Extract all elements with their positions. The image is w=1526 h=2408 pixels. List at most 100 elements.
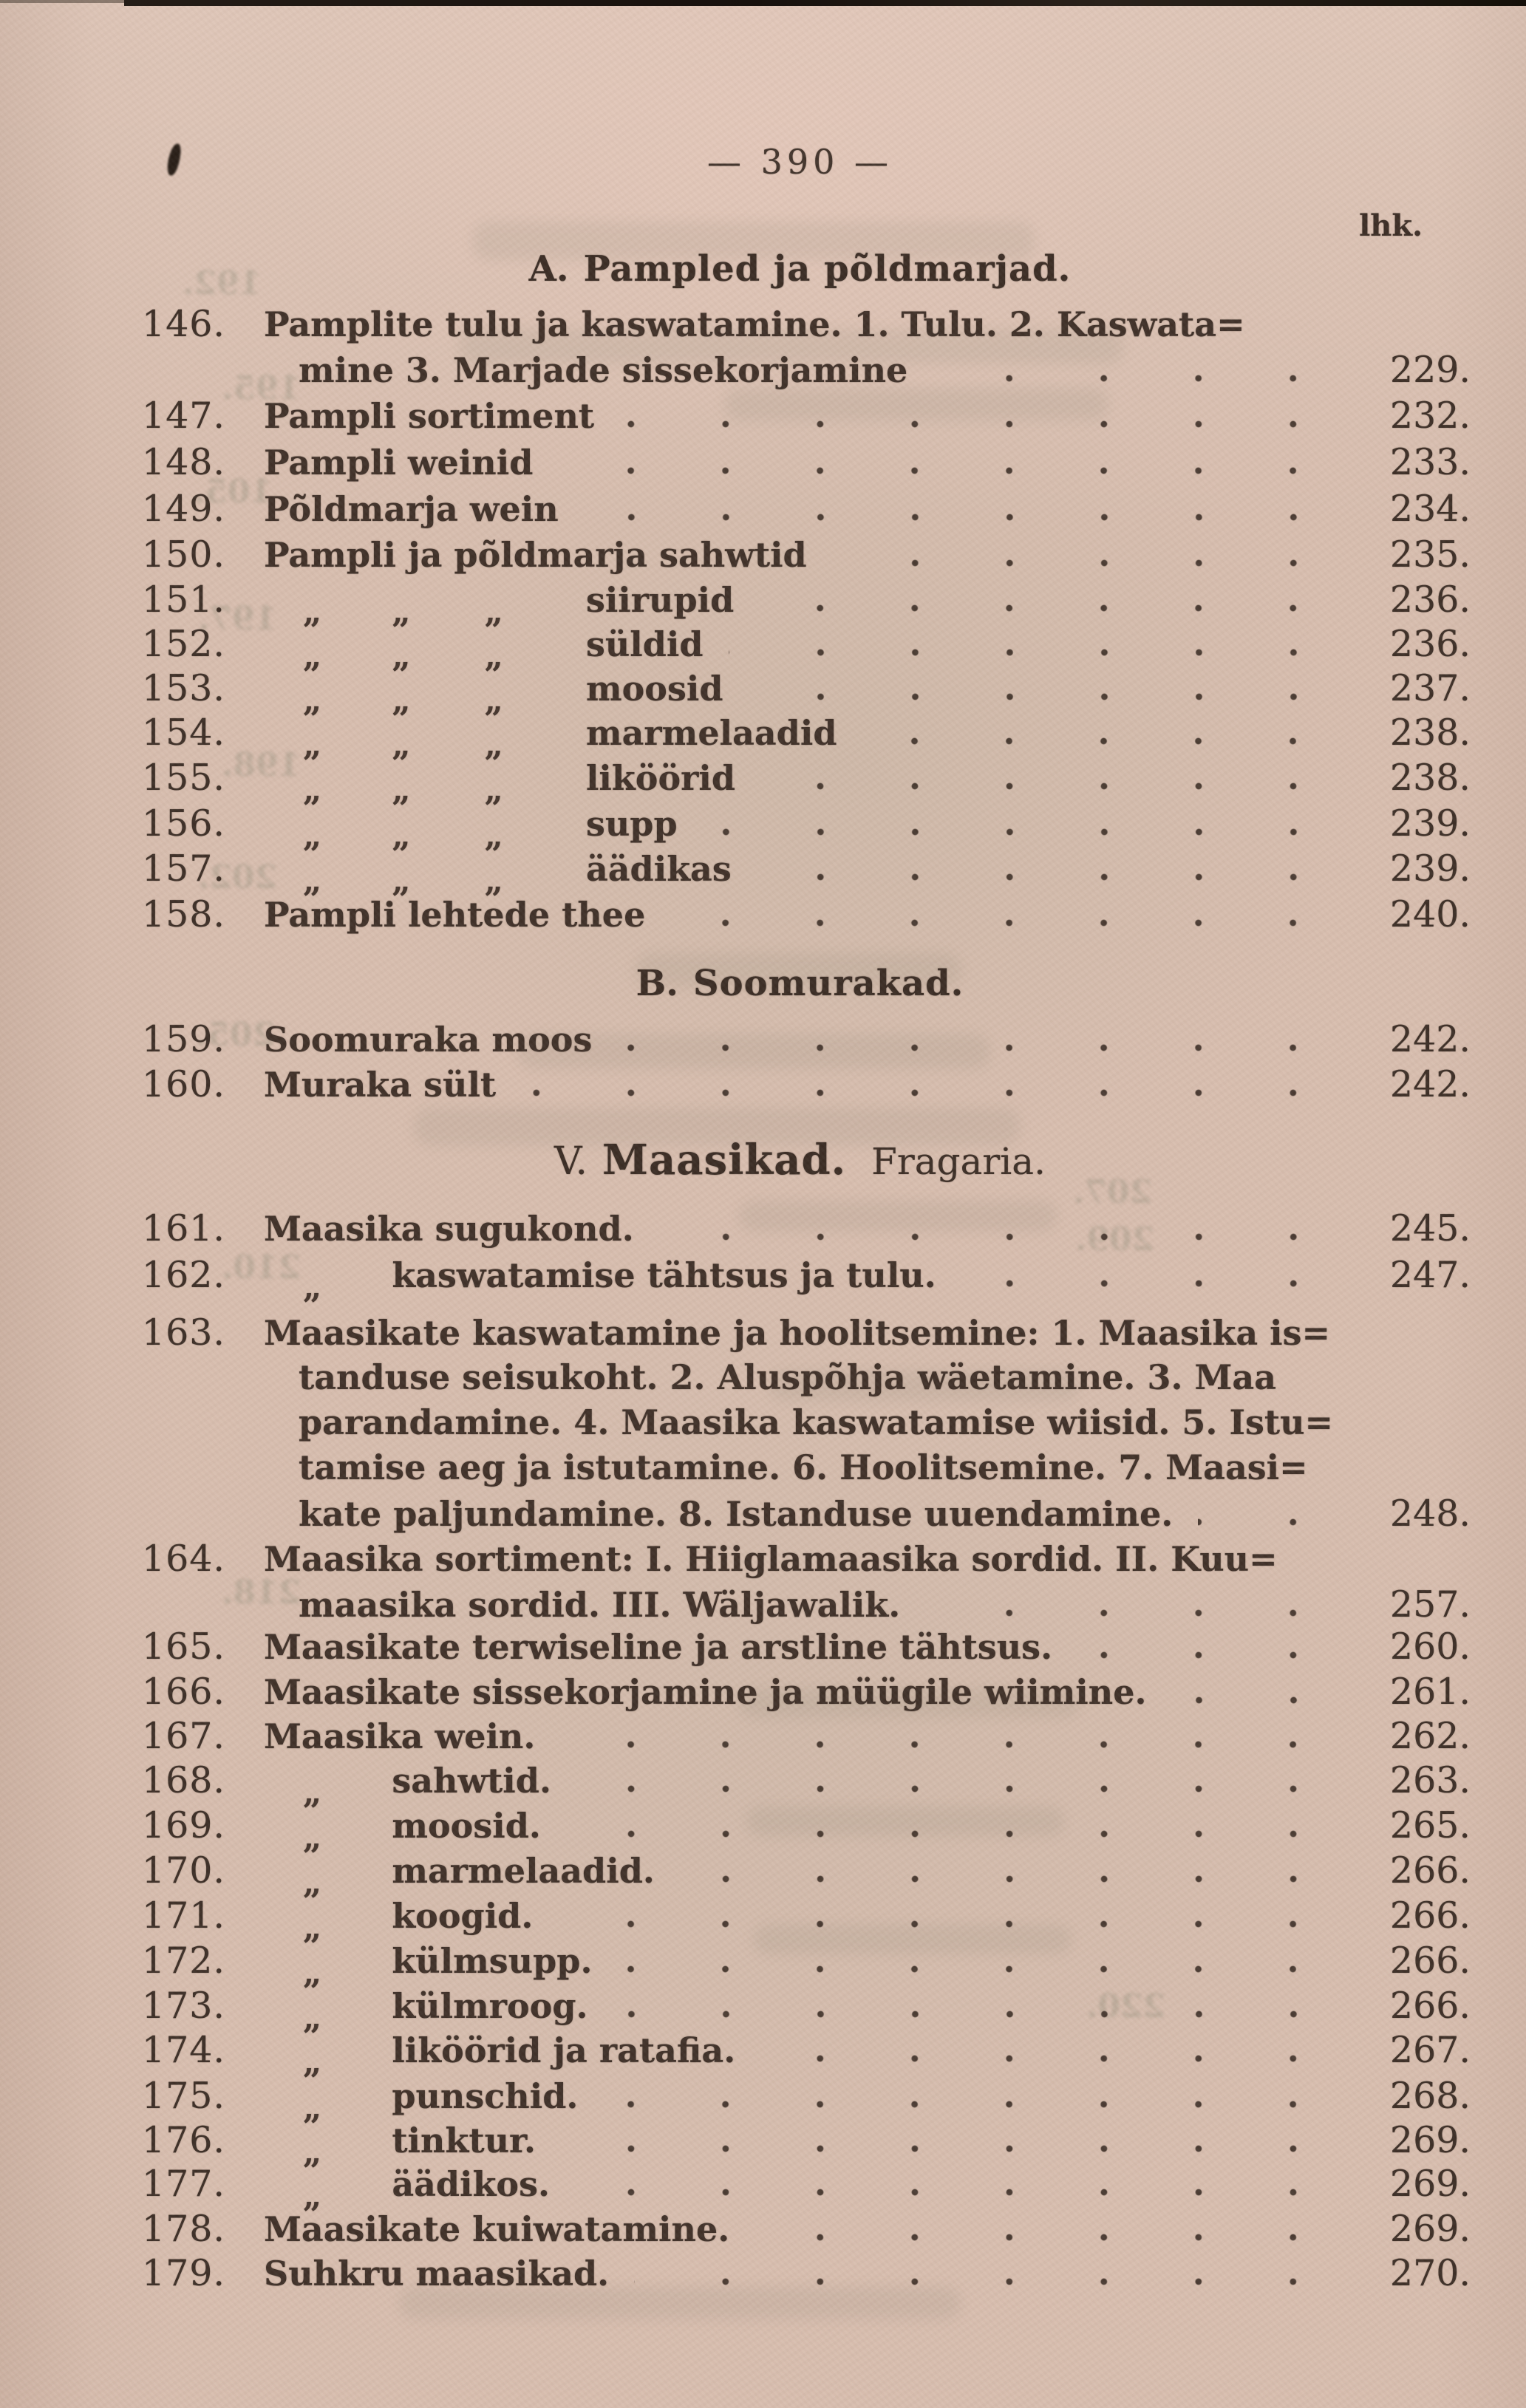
entry-text: sahwtid. bbox=[392, 1761, 551, 1801]
toc-line: 155. „ „ „ liköörid 238. bbox=[129, 757, 1471, 809]
entry-number: 158. bbox=[141, 893, 225, 935]
entry-page-number: 257. bbox=[1389, 1583, 1471, 1626]
toc-line: 178. Maasikate kuiwatamine. 269. bbox=[129, 2208, 1471, 2252]
entry-page-number: 236. bbox=[1389, 623, 1471, 665]
entry-text: süldid bbox=[585, 624, 704, 664]
section-heading: A. Pampled ja põldmarjad. bbox=[129, 248, 1471, 293]
ditto-mark: „ bbox=[303, 593, 322, 631]
entry-text: Pampli sortiment bbox=[264, 396, 595, 436]
toc-line: 172. „ külmsupp. 266. bbox=[129, 1940, 1471, 1992]
entry-text: koogid. bbox=[392, 1896, 534, 1936]
entry-text: Pampli lehtede thee bbox=[264, 895, 646, 935]
ditto-mark: „ bbox=[303, 771, 322, 809]
dot-leader bbox=[658, 1232, 1341, 1241]
toc-line: 158. Pampli lehtede thee 240. bbox=[129, 893, 1471, 938]
entry-number: 172. bbox=[141, 1940, 225, 1982]
entry-text: tamise aeg ja istutamine. 6. Hoolitsemin… bbox=[299, 1447, 1308, 1487]
page-column-label: lhk. bbox=[1359, 208, 1423, 243]
dot-leader bbox=[760, 782, 1341, 791]
ditto-mark: „ bbox=[392, 726, 411, 764]
entry-number: 159. bbox=[141, 1018, 225, 1060]
ditto-mark: „ bbox=[303, 1954, 322, 1992]
dot-leader bbox=[933, 374, 1341, 383]
entry-number: 160. bbox=[141, 1063, 225, 1105]
entry-text: marmelaadid bbox=[585, 713, 837, 753]
bleedthrough-smudge bbox=[458, 329, 1123, 364]
scan-edge-left bbox=[0, 0, 124, 3]
ditto-mark: „ bbox=[303, 1774, 322, 1812]
bleedthrough-smudge bbox=[739, 1688, 1079, 1718]
entry-number: 153. bbox=[141, 667, 225, 709]
entry-page-number: 238. bbox=[1389, 712, 1471, 754]
toc-line: 174. „ liköörid ja ratafia. 267. bbox=[129, 2029, 1471, 2081]
dot-leader bbox=[760, 2054, 1341, 2063]
entry-text: Muraka sült bbox=[264, 1065, 497, 1105]
entry-number: 165. bbox=[141, 1626, 225, 1668]
ditto-mark: „ bbox=[303, 1999, 322, 2037]
entry-number: 171. bbox=[141, 1894, 225, 1937]
entry-text: Pampli weinid bbox=[264, 443, 534, 482]
dot-leader bbox=[755, 2233, 1341, 2242]
entry-number: 163. bbox=[141, 1312, 225, 1354]
entry-page-number: 239. bbox=[1389, 802, 1471, 845]
entry-text: Maasikate sissekorjamine ja müügile wiim… bbox=[264, 1672, 1147, 1712]
section-letter: A. bbox=[528, 248, 569, 290]
entry-text: äädikas bbox=[585, 849, 732, 889]
toc-line: 167. Maasika wein. 262. bbox=[129, 1715, 1471, 1759]
dot-leader bbox=[613, 2010, 1341, 2019]
entry-text: Maasikate kuiwatamine. bbox=[264, 2209, 730, 2249]
entry-page-number: 262. bbox=[1389, 1715, 1471, 1757]
entry-page-number: 229. bbox=[1389, 349, 1471, 391]
toc-line: 176. „ tinktur. 269. bbox=[129, 2119, 1471, 2172]
toc-line: 163. Maasikate kaswatamine ja hoolitsemin… bbox=[129, 1312, 1471, 1356]
entry-page-number: 267. bbox=[1389, 2029, 1471, 2071]
ditto-mark: „ bbox=[303, 1819, 322, 1857]
entry-text: Maasikate terwiseline ja arstline tähtsu… bbox=[264, 1627, 1053, 1667]
table-of-contents: A. Pampled ja põldmarjad. 146. Pamplite tul… bbox=[129, 0, 1471, 2408]
entry-page-number: 269. bbox=[1389, 2163, 1471, 2205]
dot-leader bbox=[748, 692, 1341, 701]
entry-number: 162. bbox=[141, 1254, 225, 1296]
entry-page-number: 247. bbox=[1389, 1254, 1471, 1296]
entry-number: 157. bbox=[141, 847, 225, 890]
bleedthrough-smudge bbox=[414, 1108, 1020, 1145]
toc-line: 175. „ punschid. 268. bbox=[129, 2075, 1471, 2127]
entry-number: 152. bbox=[141, 623, 225, 665]
toc-line: 152. „ „ „ süldid 236. bbox=[129, 623, 1471, 675]
entry-text: Maasika sortiment: I. Hiiglamaasika sord… bbox=[264, 1539, 1278, 1579]
toc-line: 168. „ sahwtid. 263. bbox=[129, 1759, 1471, 1812]
section-title: Maasikad. bbox=[602, 1136, 847, 1184]
dot-leader bbox=[634, 2277, 1341, 2286]
toc-line: 160. Muraka sült 242. bbox=[129, 1063, 1471, 1108]
bleedthrough-smudge bbox=[724, 388, 1108, 420]
entry-page-number: 242. bbox=[1389, 1018, 1471, 1060]
section-letter: V. bbox=[554, 1139, 588, 1184]
entry-page-number: 248. bbox=[1389, 1493, 1471, 1535]
ditto-mark: „ bbox=[484, 862, 503, 900]
ditto-mark: „ bbox=[484, 817, 503, 855]
entry-page-number: 236. bbox=[1389, 579, 1471, 621]
entry-page-number: 233. bbox=[1389, 441, 1471, 483]
toc-line: 146. Pamplite tulu ja kaswatamine. 1. Tul… bbox=[129, 303, 1471, 347]
entry-page-number: 261. bbox=[1389, 1671, 1471, 1713]
bleedthrough-smudge bbox=[754, 1925, 1072, 1954]
ditto-mark: „ bbox=[303, 1269, 322, 1306]
ditto-mark: „ bbox=[303, 638, 322, 675]
dot-leader bbox=[862, 737, 1341, 746]
toc-line: tamise aeg ja istutamine. 6. Hoolitsemin… bbox=[129, 1447, 1471, 1492]
toc-line: mine 3. Marjade sissekorjamine 229. bbox=[129, 349, 1471, 393]
toc-line: 157. „ „ „ äädikas 239. bbox=[129, 847, 1471, 900]
dot-leader bbox=[702, 828, 1341, 836]
section-title: Soomurakad. bbox=[692, 963, 964, 1004]
dot-leader bbox=[756, 873, 1341, 881]
entry-text: supp bbox=[585, 804, 678, 844]
entry-text: tinktur. bbox=[392, 2121, 537, 2160]
entry-number: 155. bbox=[141, 757, 225, 799]
ditto-mark: „ bbox=[392, 638, 411, 675]
bleedthrough-smudge bbox=[399, 2287, 961, 2319]
section-heading: B. Soomurakad. bbox=[129, 963, 1471, 1007]
toc-line: 171. „ koogid. 266. bbox=[129, 1894, 1471, 1947]
entry-text: Pampli ja põldmarja sahwtid bbox=[264, 535, 807, 575]
ditto-mark: „ bbox=[303, 2177, 322, 2215]
entry-page-number: 260. bbox=[1389, 1626, 1471, 1668]
